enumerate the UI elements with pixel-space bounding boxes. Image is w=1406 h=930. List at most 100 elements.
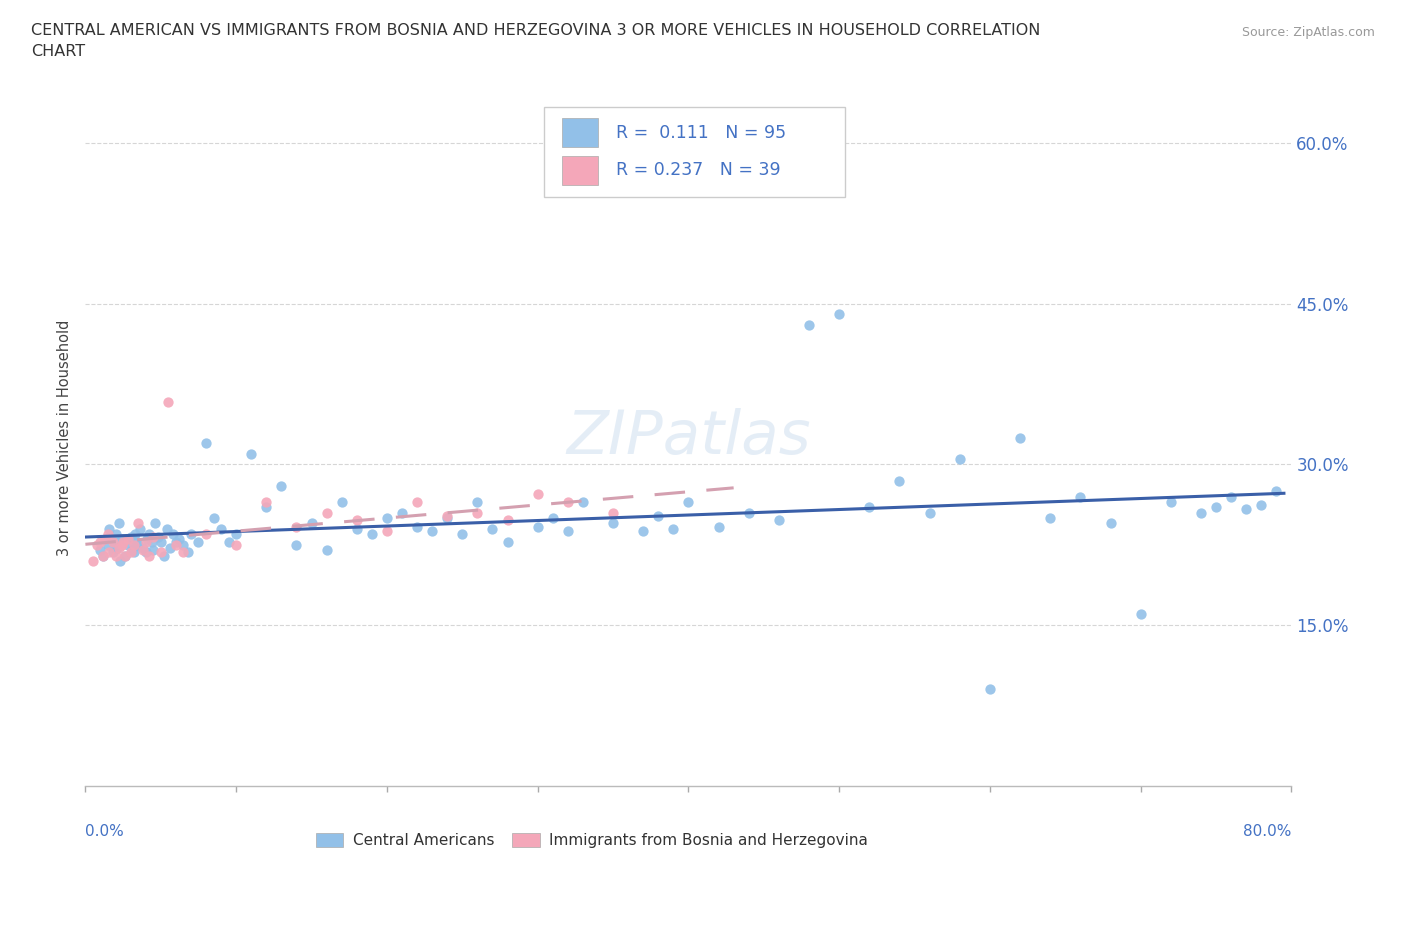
Point <box>112 534 135 549</box>
Point <box>120 545 142 560</box>
Point <box>149 534 172 549</box>
Point <box>127 538 149 552</box>
Point <box>89 543 111 558</box>
Point <box>1189 505 1212 520</box>
Point <box>1160 495 1182 510</box>
Point <box>467 495 489 510</box>
Point <box>93 548 115 563</box>
Point <box>225 526 247 541</box>
Point <box>167 532 190 547</box>
Point <box>93 548 115 563</box>
Point <box>142 530 165 545</box>
Point <box>436 511 458 525</box>
Point <box>105 540 128 555</box>
Point <box>97 526 120 541</box>
Point <box>157 395 180 410</box>
Point <box>165 538 187 552</box>
Point <box>104 548 127 563</box>
Point <box>360 526 382 541</box>
Point <box>1205 500 1227 515</box>
FancyBboxPatch shape <box>544 107 845 197</box>
Point <box>127 516 149 531</box>
Point <box>557 524 579 538</box>
Point <box>375 524 398 538</box>
Bar <box>562 118 598 147</box>
Point <box>172 545 194 560</box>
Point <box>202 511 225 525</box>
Point <box>98 522 121 537</box>
Point <box>94 532 117 547</box>
Point <box>152 548 174 563</box>
Point <box>209 522 232 537</box>
Legend: Central Americans, Immigrants from Bosnia and Herzegovina: Central Americans, Immigrants from Bosni… <box>316 833 868 848</box>
Text: R = 0.237   N = 39: R = 0.237 N = 39 <box>616 161 780 179</box>
Bar <box>562 155 598 185</box>
Point <box>107 516 129 531</box>
Point <box>82 553 104 568</box>
Point <box>136 532 159 547</box>
Point <box>496 512 519 527</box>
Point <box>141 534 163 549</box>
Point <box>143 516 166 531</box>
Point <box>112 534 135 549</box>
Point <box>391 505 413 520</box>
Point <box>346 522 368 537</box>
Point <box>797 318 820 333</box>
Point <box>172 538 194 552</box>
Point <box>142 543 165 558</box>
Point <box>124 526 146 541</box>
Point <box>828 307 851 322</box>
Point <box>285 519 308 534</box>
Point <box>526 487 548 502</box>
Point <box>135 545 157 560</box>
Point <box>94 532 117 547</box>
Point <box>114 548 136 563</box>
Point <box>131 543 153 558</box>
Point <box>631 524 654 538</box>
Point <box>177 545 200 560</box>
Point <box>1234 502 1257 517</box>
Point <box>131 540 153 555</box>
Point <box>346 512 368 527</box>
Point <box>180 526 202 541</box>
Point <box>301 516 323 531</box>
Point <box>526 519 548 534</box>
Point <box>1265 484 1288 498</box>
Point <box>135 534 157 549</box>
Point <box>86 538 108 552</box>
Point <box>572 495 595 510</box>
Point <box>110 538 132 552</box>
Point <box>162 526 184 541</box>
Point <box>156 522 179 537</box>
Point <box>218 534 240 549</box>
Point <box>451 526 474 541</box>
Point <box>481 522 503 537</box>
Point <box>406 519 429 534</box>
Point <box>1129 607 1152 622</box>
Point <box>89 534 111 549</box>
Point <box>110 532 132 547</box>
Point <box>101 534 124 549</box>
Point <box>707 519 730 534</box>
Point <box>108 553 131 568</box>
Text: Source: ZipAtlas.com: Source: ZipAtlas.com <box>1241 26 1375 39</box>
Point <box>557 495 579 510</box>
Point <box>918 505 941 520</box>
Point <box>375 511 398 525</box>
Point <box>225 538 247 552</box>
Point <box>541 511 564 525</box>
Text: CENTRAL AMERICAN VS IMMIGRANTS FROM BOSNIA AND HERZEGOVINA 3 OR MORE VEHICLES IN: CENTRAL AMERICAN VS IMMIGRANTS FROM BOSN… <box>31 23 1040 60</box>
Point <box>195 435 218 450</box>
Point <box>285 538 308 552</box>
Text: ZIPatlas: ZIPatlas <box>567 408 811 467</box>
Point <box>1250 498 1272 512</box>
Point <box>195 526 218 541</box>
Point <box>647 509 669 524</box>
Point <box>107 540 129 555</box>
Point <box>436 509 458 524</box>
Point <box>128 522 150 537</box>
Point <box>159 540 181 555</box>
Point <box>1069 489 1091 504</box>
Point <box>187 534 209 549</box>
Text: R =  0.111   N = 95: R = 0.111 N = 95 <box>616 124 786 141</box>
